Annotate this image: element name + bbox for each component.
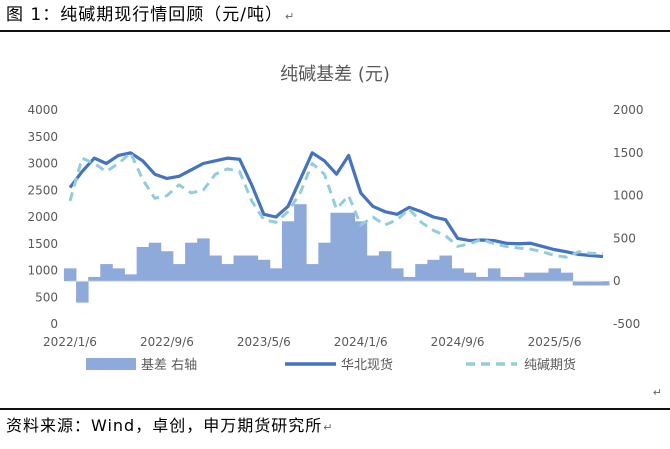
basis-bar: [366, 255, 380, 282]
paragraph-mark-source: ↵: [323, 421, 334, 434]
legend-spot-label: 华北现货: [341, 357, 393, 373]
x-axis-tick-label: 2024/1/6: [334, 335, 388, 349]
basis-bar: [100, 264, 113, 282]
basis-bar: [112, 268, 125, 282]
left-axis-tick-label: 2500: [27, 183, 58, 197]
basis-bar: [172, 264, 186, 282]
basis-bar: [342, 212, 356, 282]
x-axis-tick-label: 2022/9/6: [140, 335, 194, 349]
left-axis-tick-label: 500: [35, 290, 58, 304]
basis-bar: [463, 272, 477, 282]
basis-bar: [294, 204, 307, 282]
basis-bar: [245, 255, 259, 282]
basis-bar: [148, 242, 162, 282]
basis-bar: [197, 238, 210, 282]
x-axis-tick-label: 2023/5/6: [237, 335, 291, 349]
paragraph-mark-right: ↵: [652, 386, 662, 399]
chart-title: 纯碱基差 (元): [280, 64, 390, 85]
paragraph-mark: ↵: [284, 10, 296, 23]
right-axis-tick-label: 1500: [613, 146, 644, 160]
basis-bar: [572, 281, 586, 286]
right-axis-tick-label: 0: [613, 274, 621, 288]
right-axis-tick-label: -500: [613, 317, 640, 331]
x-axis-tick-label: 2025/5/6: [528, 335, 582, 349]
x-axis-tick-label: 2024/9/6: [431, 335, 485, 349]
basis-bar: [403, 276, 416, 282]
basis-bar: [209, 255, 222, 282]
futures-price-line: [68, 151, 603, 259]
basis-bar: [596, 281, 610, 286]
legend-basis-label: 基差 右轴: [141, 358, 197, 373]
basis-bar: [439, 255, 452, 282]
basis-bar: [185, 242, 198, 282]
left-axis-tick-label: 0: [50, 317, 58, 331]
basis-bar: [233, 255, 247, 282]
source-text: 资料来源：Wind，卓创，申万期货研究所: [6, 416, 323, 435]
basis-bar: [378, 251, 392, 282]
right-axis-tick-label: 2000: [613, 103, 644, 117]
top-rule: [0, 30, 670, 32]
legend-futures-label: 纯碱期货: [524, 357, 576, 373]
basis-bar: [257, 259, 271, 282]
left-axis-tick-label: 3000: [27, 157, 58, 171]
source-note: 资料来源：Wind，卓创，申万期货研究所↵: [6, 414, 333, 440]
basis-bar: [391, 268, 404, 282]
basis-bar: [560, 272, 574, 282]
left-axis-tick-label: 4000: [27, 103, 58, 117]
left-axis-tick-label: 1000: [27, 264, 58, 278]
basis-bar: [160, 251, 174, 282]
plot-area: [63, 151, 610, 303]
basis-bar: [427, 259, 440, 282]
basis-bar: [354, 221, 368, 282]
basis-bar: [536, 272, 549, 282]
basis-bar: [306, 264, 319, 282]
basis-bar: [584, 281, 598, 286]
basis-bar: [524, 272, 537, 282]
left-axis-tick-label: 2000: [27, 210, 58, 224]
basis-bar: [221, 264, 234, 282]
right-axis-tick-label: 1000: [613, 189, 644, 203]
basis-chart: 纯碱基差 (元) 0 500 1000 1500 2000 2500 3000 3500 400…: [27, 64, 643, 373]
basis-bar: [475, 276, 489, 282]
basis-bar: [88, 276, 101, 282]
figure-title: 图 1：纯碱期现行情回顾（元/吨） ↵: [6, 2, 670, 30]
legend: 基差 右轴 华北现货 纯碱期货: [86, 357, 576, 373]
basis-bar: [281, 221, 295, 282]
left-axis-tick-label: 3500: [27, 130, 58, 144]
basis-bar: [500, 276, 513, 282]
left-axis-tick-label: 1500: [27, 237, 58, 251]
basis-bar: [415, 264, 428, 282]
basis-bar: [330, 212, 343, 282]
basis-bar: [451, 268, 465, 282]
basis-bar: [487, 268, 501, 282]
right-axis-tick-label: 500: [613, 231, 636, 245]
spot-price-line: [68, 151, 604, 259]
basis-bar: [124, 274, 138, 282]
x-axis-tick-label: 2022/1/6: [43, 335, 97, 349]
legend-basis-swatch: [86, 358, 136, 370]
basis-bar: [269, 268, 283, 282]
figure-title-text: 图 1：纯碱期现行情回顾（元/吨）: [6, 5, 283, 25]
basis-bar: [136, 246, 150, 282]
basis-bar: [76, 281, 89, 303]
axes: 0 500 1000 1500 2000 2500 3000 3500 4000 -500 0 500…: [27, 103, 643, 349]
basis-bar: [512, 276, 525, 282]
basis-bar: [548, 268, 561, 282]
basis-bar: [63, 268, 77, 282]
bottom-rule: [0, 408, 670, 410]
basis-bar: [318, 242, 331, 282]
